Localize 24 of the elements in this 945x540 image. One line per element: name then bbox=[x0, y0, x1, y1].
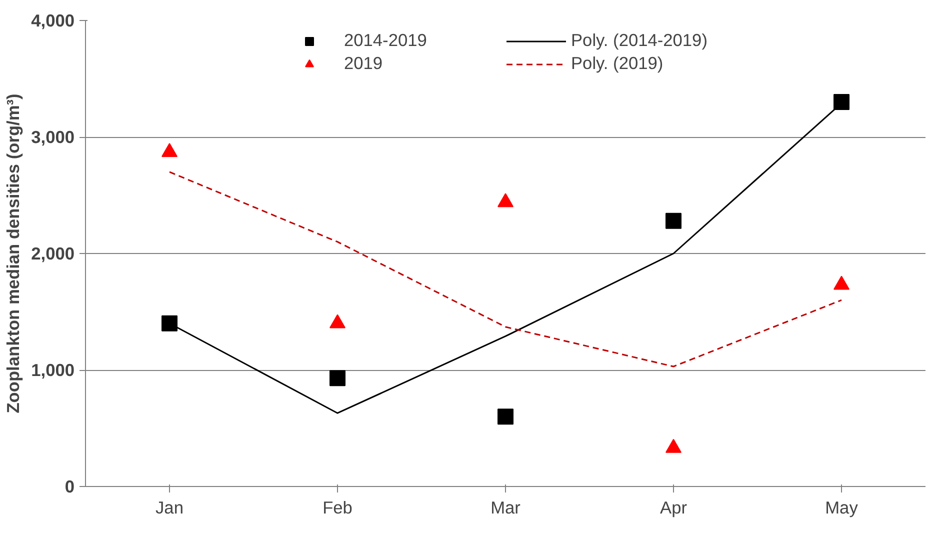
legend-label: Poly. (2014-2019) bbox=[571, 30, 708, 51]
line-series bbox=[168, 171, 842, 368]
point bbox=[666, 212, 682, 229]
y-tick-label: 0 bbox=[64, 476, 75, 496]
y-axis-title: Zooplankton median densities (org/m³) bbox=[3, 94, 24, 414]
x-tick-label: Apr bbox=[660, 498, 688, 518]
point bbox=[834, 276, 850, 290]
point bbox=[330, 314, 346, 328]
point bbox=[498, 193, 514, 208]
legend-label: 2014-2019 bbox=[344, 30, 428, 51]
point bbox=[162, 142, 178, 157]
x-tick-label: Mar bbox=[490, 498, 521, 518]
y-tick-label: 3,000 bbox=[31, 127, 75, 147]
point bbox=[162, 315, 178, 332]
point bbox=[498, 408, 514, 425]
y-tick-label: 2,000 bbox=[31, 244, 75, 264]
x-tick-label: Jan bbox=[156, 498, 184, 518]
x-tick-label: Feb bbox=[322, 498, 352, 518]
y-tick-label: 1,000 bbox=[31, 360, 75, 380]
legend-label: Poly. (2019) bbox=[571, 53, 664, 74]
point bbox=[330, 370, 346, 386]
y-tick-label: 4,000 bbox=[31, 10, 75, 30]
x-tick-label: May bbox=[825, 498, 858, 518]
legend-label: 2019 bbox=[344, 53, 384, 74]
